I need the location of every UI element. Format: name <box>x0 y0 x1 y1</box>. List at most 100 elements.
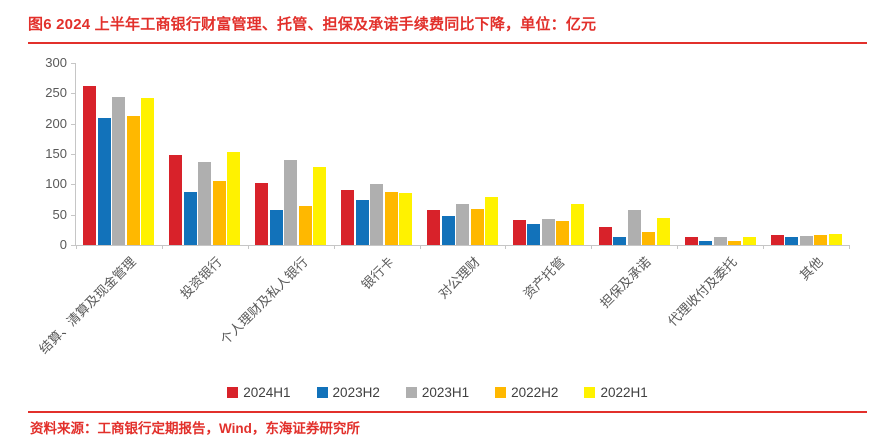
bar-2023H1-2 <box>284 160 298 245</box>
legend-label: 2022H2 <box>511 385 559 400</box>
bar-2022H2-7 <box>728 241 742 245</box>
bar-group <box>677 63 763 245</box>
legend-label: 2023H1 <box>421 385 470 400</box>
bar-2022H2-2 <box>298 206 312 245</box>
legend-swatch-icon <box>405 387 417 398</box>
bar-2023H2-8 <box>785 237 799 245</box>
bar-2022H2-8 <box>814 235 828 245</box>
x-tick-mark <box>333 245 335 249</box>
bar-2022H1-3 <box>399 193 413 245</box>
x-category-label: 投资银行 <box>177 254 225 302</box>
y-tick-label: 50 <box>52 206 67 222</box>
bar-2022H2-3 <box>384 192 398 245</box>
bar-2022H1-8 <box>828 234 842 245</box>
bar-group <box>505 63 591 245</box>
x-tick-mark <box>677 245 679 249</box>
source-text: 资料来源：工商银行定期报告，Wind，东海证券研究所 <box>30 421 360 436</box>
x-category-label: 代理收付及委托 <box>664 254 740 330</box>
bar-2024H1-6 <box>598 226 612 245</box>
x-tick-mark <box>419 245 421 249</box>
legend-item-2023H2: 2023H2 <box>316 385 380 400</box>
x-category-label: 资产托管 <box>520 254 569 302</box>
x-tick-mark <box>505 245 507 249</box>
bar-2022H1-5 <box>570 204 584 245</box>
bar-2023H1-6 <box>627 209 641 245</box>
bar-group <box>76 63 162 245</box>
y-tick-mark <box>71 154 75 155</box>
legend-item-2022H1: 2022H1 <box>584 385 648 400</box>
bar-2023H1-1 <box>198 161 212 245</box>
bar-2023H2-1 <box>183 191 197 245</box>
bar-2022H2-5 <box>556 221 570 245</box>
bar-chart-plot-area <box>71 63 850 249</box>
y-tick-label: 100 <box>45 176 67 192</box>
title-underline <box>28 42 867 44</box>
bar-2022H1-0 <box>141 98 155 245</box>
bar-groups <box>76 63 849 245</box>
bar-2024H1-7 <box>684 236 698 245</box>
bar-2024H1-1 <box>169 155 183 245</box>
x-category-label: 银行卡 <box>358 254 397 293</box>
legend-swatch-icon <box>227 387 239 398</box>
x-tick-mark <box>763 245 765 249</box>
bar-2022H1-6 <box>656 217 670 245</box>
bar-2023H1-0 <box>112 96 126 245</box>
x-category-label: 对公理财 <box>434 254 483 302</box>
x-tick-mark <box>591 245 593 249</box>
y-tick-label: 200 <box>45 115 67 131</box>
bar-group <box>248 63 334 245</box>
bar-2023H1-8 <box>799 235 813 245</box>
y-tick-mark <box>71 123 75 125</box>
bar-group <box>334 63 420 245</box>
legend-item-2024H1: 2024H1 <box>227 385 291 400</box>
y-tick-mark <box>71 214 75 216</box>
legend-item-2022H2: 2022H2 <box>495 385 558 400</box>
legend-label: 2022H1 <box>600 385 648 400</box>
legend-swatch-icon <box>584 387 596 398</box>
bar-2023H1-4 <box>456 203 469 245</box>
y-tick-mark <box>71 63 75 64</box>
bar-2023H2-5 <box>527 223 541 245</box>
bar-group <box>162 63 248 245</box>
y-tick-label: 0 <box>59 237 67 252</box>
figure-title: 图6 2024 上半年工商银行财富管理、托管、担保及承诺手续费同比下降，单位：亿… <box>28 16 597 33</box>
y-tick-mark <box>71 93 75 95</box>
bar-2022H1-4 <box>485 197 498 245</box>
bar-2022H2-1 <box>212 180 226 245</box>
bar-2022H1-2 <box>313 166 327 245</box>
x-tick-mark <box>247 245 249 249</box>
bar-2024H1-2 <box>255 182 269 245</box>
y-tick-mark <box>71 184 75 186</box>
legend-label: 2024H1 <box>243 385 291 400</box>
bar-2023H2-4 <box>441 215 455 245</box>
bar-2022H1-7 <box>742 236 756 245</box>
bar-2024H1-8 <box>770 234 784 245</box>
bar-2024H1-3 <box>341 190 355 245</box>
bar-2023H1-3 <box>370 184 384 245</box>
source-divider-line <box>28 411 867 413</box>
legend-label: 2023H2 <box>332 385 380 400</box>
bar-2023H2-3 <box>355 199 369 245</box>
bar-2023H2-0 <box>97 117 111 245</box>
bar-2023H2-2 <box>269 209 283 245</box>
bar-2024H1-0 <box>83 86 97 245</box>
chart-legend: 2024H1 2023H2 2023H1 2022H2 2022H1 <box>0 385 875 400</box>
x-tick-mark <box>161 245 163 249</box>
y-tick-label: 300 <box>45 55 67 70</box>
x-tick-mark <box>76 245 77 249</box>
x-category-label: 担保及承诺 <box>597 254 654 311</box>
x-category-label: 其他 <box>796 254 826 284</box>
x-tick-mark <box>849 245 850 249</box>
legend-swatch-icon <box>495 387 507 398</box>
legend-item-2023H1: 2023H1 <box>405 385 470 400</box>
x-category-label: 个人理财及私人银行 <box>217 254 311 348</box>
bar-2022H2-0 <box>126 115 140 245</box>
y-tick-label: 250 <box>45 85 67 101</box>
x-category-label: 结算、清算及现金管理 <box>36 254 139 357</box>
bar-2024H1-4 <box>427 210 440 245</box>
bar-2023H2-6 <box>613 236 627 245</box>
bar-2023H1-7 <box>713 237 727 245</box>
bar-group <box>591 63 677 245</box>
y-tick-label: 150 <box>45 146 67 161</box>
legend-swatch-icon <box>316 387 328 398</box>
